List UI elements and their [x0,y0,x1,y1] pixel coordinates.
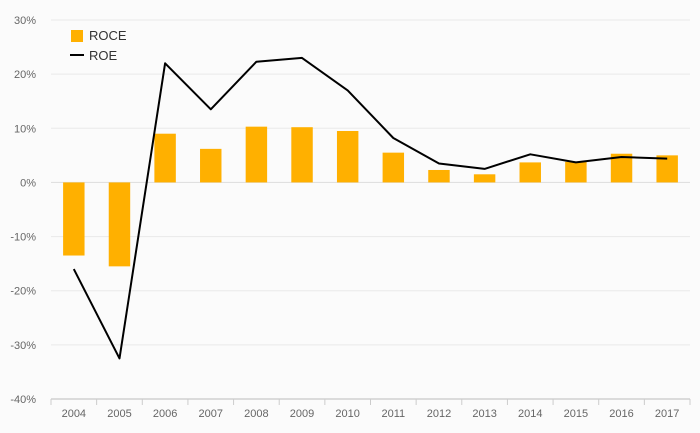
x-axis: 2004 2005 2006 2007 2008 2009 2010 2011 2012 2013… [50,398,691,420]
legend-label-roce: ROCE [89,28,127,43]
y-axis: 30% 20% 10% 0% -10% -20% -30% -40% [10,15,36,406]
y-tick-label: -30% [10,340,36,352]
roce-bar-2005 [108,182,131,267]
roce-bar-2017 [656,155,678,183]
x-tick-label: 2007 [199,408,223,420]
roce-bar-2015 [565,161,587,183]
gridlines [51,19,690,400]
roce-bar-2007 [200,148,222,183]
x-tick-label: 2017 [655,408,679,420]
x-tick-label: 2012 [427,408,451,420]
legend-label-roe: ROE [89,48,118,63]
legend-swatch-roce [71,30,83,42]
roce-bars [63,126,678,267]
y-tick-label: 0% [20,177,36,189]
x-tick-label: 2016 [609,408,633,420]
roce-bar-2008 [245,126,268,183]
roce-bar-2004 [63,182,85,256]
x-tick-label: 2008 [244,408,268,420]
x-tick-label: 2005 [107,408,131,420]
y-tick-label: -10% [10,232,36,244]
roce-bar-2006 [154,133,176,183]
y-tick-label: 10% [14,123,36,135]
roce-bar-2013 [473,174,496,183]
x-tick-label: 2014 [518,408,542,420]
x-tick-label: 2013 [472,408,496,420]
roce-bar-2014 [519,162,541,183]
roce-bar-2012 [428,169,450,183]
y-tick-label: -20% [10,286,36,298]
roce-bar-2016 [610,153,633,183]
roce-bar-2009 [291,127,313,183]
roce-bar-2011 [382,152,405,183]
y-tick-label: 20% [14,69,36,81]
y-tick-label: -40% [10,394,36,406]
roce-bar-2010 [336,130,359,183]
y-tick-label: 30% [14,15,36,27]
x-tick-label: 2011 [381,408,405,420]
x-tick-label: 2015 [564,408,588,420]
x-tick-label: 2006 [153,408,177,420]
x-tick-label: 2004 [62,408,86,420]
x-tick-label: 2009 [290,408,314,420]
x-tick-label: 2010 [335,408,359,420]
legend: ROCE ROE [70,28,127,63]
roe-line [72,56,668,360]
